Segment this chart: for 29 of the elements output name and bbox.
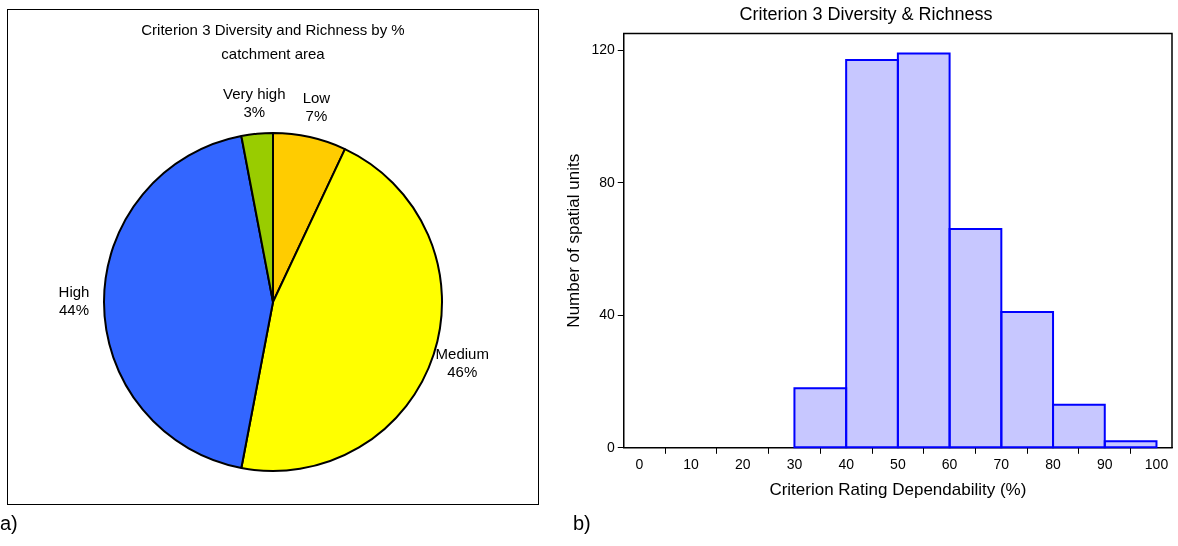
x-tick-label: 20 xyxy=(734,456,751,473)
x-tick-label: 0 xyxy=(635,456,644,473)
text: a) xyxy=(0,512,18,535)
slice-label: High xyxy=(58,283,90,301)
x-tick-label: 50 xyxy=(890,456,906,473)
x-tick-label: 30 xyxy=(786,456,803,473)
y-tick-label: 120 xyxy=(591,41,615,58)
x-tick-label: 70 xyxy=(993,456,1010,473)
data-label: 7% xyxy=(305,106,328,124)
data-label: 46% xyxy=(447,362,478,380)
x-tick-label: 40 xyxy=(838,456,855,473)
x-tick-label: 80 xyxy=(1045,456,1062,473)
x-tick-label: 100 xyxy=(1144,456,1169,473)
y-tick-label: 40 xyxy=(599,306,615,323)
slice-label: Medium xyxy=(435,344,489,362)
x-tick-label: 60 xyxy=(941,456,958,473)
y-tick-label: 0 xyxy=(606,438,615,455)
data-label: 3% xyxy=(243,103,266,121)
slice-label: Very high xyxy=(223,85,286,103)
x-axis-title: Criterion Rating Dependability (%) xyxy=(769,480,1027,500)
chart-title: Criterion 3 Diversity & Richness xyxy=(739,3,993,24)
slice-label: Low xyxy=(302,88,331,106)
y-axis-title: Number of spatial units xyxy=(563,153,583,328)
text: b) xyxy=(573,512,591,535)
x-tick-label: 10 xyxy=(683,456,699,473)
data-label: 44% xyxy=(58,301,90,319)
y-tick-label: 80 xyxy=(599,173,615,190)
chart-title: Criterion 3 Diversity and Richness by % catchment area xyxy=(140,20,406,64)
x-tick-label: 90 xyxy=(1096,456,1113,473)
